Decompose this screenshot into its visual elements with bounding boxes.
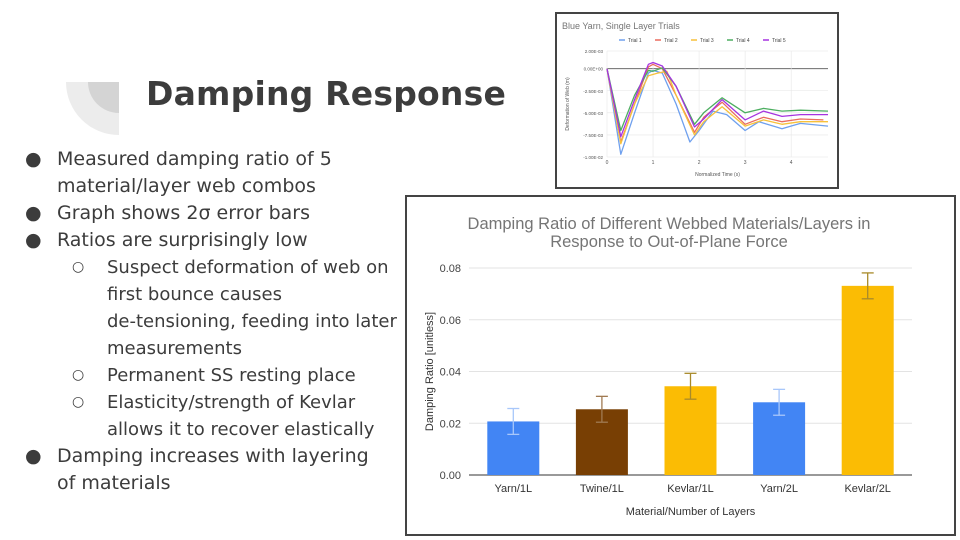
bullet-text-line: Ratios are surprisingly low xyxy=(57,229,308,251)
y-tick-label: 0.06 xyxy=(440,315,461,327)
y-tick-label: -2.50E-03 xyxy=(583,89,603,94)
bullet-marker-icon: ○ xyxy=(72,394,85,410)
bullet-item: ● Damping increases with layering of mater… xyxy=(0,443,400,497)
y-tick-label: -5.00E-03 xyxy=(583,111,603,116)
bullet-marker-icon: ○ xyxy=(72,367,85,383)
x-tick-label: Kevlar/1L xyxy=(667,483,713,495)
bullet-text-line: of materials xyxy=(57,472,171,494)
bullet-text-line: Suspect deformation of web on xyxy=(107,257,389,278)
bullet-text-line: Permanent SS resting place xyxy=(107,365,356,386)
bullet-text-line: Damping increases with layering xyxy=(57,445,369,467)
legend-label: Trial 4 xyxy=(736,38,750,44)
decorative-quarter-circles-icon xyxy=(66,82,119,135)
chart-title: Blue Yarn, Single Layer Trials xyxy=(562,21,680,31)
series-line-trial-5 xyxy=(606,61,828,138)
bullet-item: ○ Suspect deformation of web on first boun… xyxy=(0,254,400,362)
line-chart-panel: Blue Yarn, Single Layer Trials Trial 1 Tri… xyxy=(555,12,839,189)
legend-label: Trial 1 xyxy=(628,38,642,44)
y-tick-label: 2.00E-03 xyxy=(585,49,604,54)
y-tick-label: 0.08 xyxy=(440,263,461,275)
x-tick-label: 0 xyxy=(606,160,609,166)
bar-kevlar-1l xyxy=(664,386,717,475)
bullet-text-line: Graph shows 2σ error bars xyxy=(57,202,310,224)
x-tick-label: Kevlar/2L xyxy=(844,483,890,495)
y-tick-label: -7.50E-03 xyxy=(583,133,603,138)
bullet-marker-icon: ● xyxy=(25,229,42,251)
x-axis-label: Normalized Time (s) xyxy=(695,172,740,178)
bar-chart: Damping Ratio of Different Webbed Materi… xyxy=(424,215,912,518)
y-tick-label: 0.02 xyxy=(440,418,461,430)
line-chart: Blue Yarn, Single Layer Trials Trial 1 Tri… xyxy=(562,21,829,178)
x-axis-label: Material/Number of Layers xyxy=(626,506,756,518)
bullet-item: ○ Permanent SS resting place xyxy=(0,362,400,389)
bullet-list: ● Measured damping ratio of 5 material/lay… xyxy=(0,146,400,497)
bullet-text-line: de-tensioning, feeding into later xyxy=(107,311,397,332)
bullet-marker-icon: ● xyxy=(25,445,42,467)
bullet-text-line: Elasticity/strength of Kevlar xyxy=(107,392,356,413)
slide-title: Damping Response xyxy=(146,74,507,113)
x-tick-label: 2 xyxy=(698,160,701,166)
series-line-trial-4 xyxy=(606,67,829,132)
bullet-item: ● Ratios are surprisingly low xyxy=(0,227,400,254)
bullet-text-line: Measured damping ratio of 5 xyxy=(57,148,332,170)
y-tick-label: 0.04 xyxy=(440,367,461,379)
bullet-item: ● Graph shows 2σ error bars xyxy=(0,200,400,227)
bar-chart-panel: Damping Ratio of Different Webbed Materi… xyxy=(405,195,956,536)
legend-label: Trial 3 xyxy=(700,38,714,44)
y-axis-label: Damping Ratio [unitless] xyxy=(424,312,436,431)
x-tick-label: Yarn/1L xyxy=(494,483,532,495)
legend-label: Trial 5 xyxy=(772,38,786,44)
series-line-trial-2 xyxy=(606,63,824,143)
bullet-marker-icon: ○ xyxy=(72,259,85,275)
series-line-trial-3 xyxy=(606,68,828,145)
legend-label: Trial 2 xyxy=(664,38,678,44)
bullet-text-line: measurements xyxy=(107,338,242,359)
x-tick-label: 3 xyxy=(744,160,747,166)
x-tick-label: 4 xyxy=(790,160,793,166)
y-tick-label: 0.00E+00 xyxy=(584,67,604,72)
bar-kevlar-2l xyxy=(841,285,894,475)
x-tick-label: 1 xyxy=(652,160,655,166)
chart-title-line2: Response to Out-of-Plane Force xyxy=(550,233,788,251)
bullet-text-line: first bounce causes xyxy=(107,284,283,305)
x-tick-label: Twine/1L xyxy=(580,483,624,495)
y-tick-label: -1.00E-02 xyxy=(583,155,603,160)
y-tick-label: 0.00 xyxy=(440,470,461,482)
bullet-text-line: allows it to recover elastically xyxy=(107,419,375,440)
bullet-marker-icon: ● xyxy=(25,148,42,170)
series-line-trial-1 xyxy=(606,68,829,155)
x-tick-label: Yarn/2L xyxy=(760,483,798,495)
bullet-text-line: material/layer web combos xyxy=(57,175,316,197)
bullet-marker-icon: ● xyxy=(25,202,42,224)
bullet-item: ○ Elasticity/strength of Kevlar allows it … xyxy=(0,389,400,443)
bullet-item: ● Measured damping ratio of 5 material/lay… xyxy=(0,146,400,200)
chart-title: Damping Ratio of Different Webbed Materi… xyxy=(468,215,871,233)
y-axis-label: Deformation of Web (m) xyxy=(565,77,571,131)
